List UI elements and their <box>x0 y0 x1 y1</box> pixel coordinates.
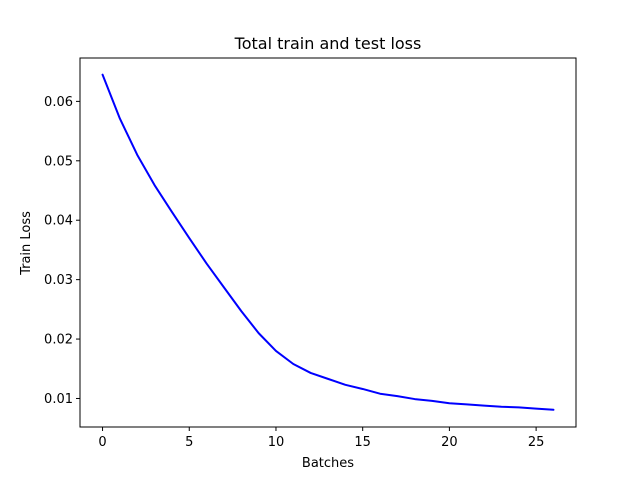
y-tick-label-0.06: 0.06 <box>44 95 73 110</box>
y-tick-label-0.04: 0.04 <box>44 214 73 229</box>
x-tick-label-5: 5 <box>185 435 193 450</box>
y-tick-label-0.01: 0.01 <box>44 392 73 407</box>
x-axis-label: Batches <box>302 456 354 471</box>
y-axis-label: Train Loss <box>19 211 34 276</box>
plot-area: 0 5 10 15 20 25 0.01 0.02 0.03 0.04 0.05 0.06 <box>44 57 577 450</box>
y-tick-label-0.03: 0.03 <box>44 273 73 288</box>
x-tick-label-25: 25 <box>528 435 545 450</box>
x-tick-label-15: 15 <box>354 435 371 450</box>
y-tick-label-0.05: 0.05 <box>44 154 73 169</box>
x-tick-label-0: 0 <box>98 435 106 450</box>
series-line-0 <box>101 73 555 411</box>
x-tick-label-20: 20 <box>441 435 458 450</box>
chart-title: Total train and test loss <box>234 34 422 53</box>
y-tick-label-0.02: 0.02 <box>44 333 73 348</box>
axes-frame <box>79 57 577 428</box>
x-tick-label-10: 10 <box>268 435 285 450</box>
